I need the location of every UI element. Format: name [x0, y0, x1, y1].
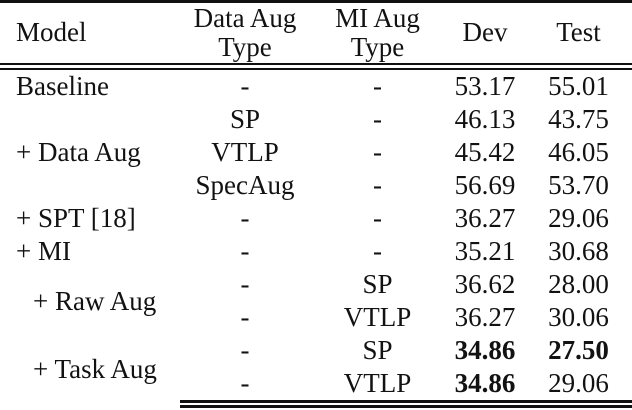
table-row: + Raw Aug - SP 36.62 28.00	[0, 268, 632, 316]
cell-mi-aug: VTLP	[343, 302, 412, 332]
table-row: VTLP - 45.42 46.05	[0, 136, 632, 169]
cell-data-aug: -	[240, 71, 250, 101]
cell-data-aug: -	[240, 203, 250, 233]
cell-dev: 34.86	[454, 335, 516, 365]
table-row: Baseline - - 53.17 55.01	[0, 67, 632, 104]
cell-model: + SPT [18]	[16, 203, 136, 233]
cell-mi-aug: -	[373, 236, 382, 266]
cell-test: 43.75	[548, 104, 609, 134]
cell-dev: 36.27	[454, 203, 516, 233]
header-row: Model Data Aug Type MI Aug Type Dev Test	[0, 1, 632, 70]
cell-dev: 53.17	[454, 71, 516, 101]
header-model: Model	[0, 1, 180, 70]
cell-model-group-raw-aug: + Raw Aug	[33, 285, 157, 316]
table-row: + SPT [18] - - 36.27 29.06	[0, 202, 632, 235]
table-row: + Task Aug - SP 34.86 27.50	[0, 334, 632, 384]
table-header: Model Data Aug Type MI Aug Type Dev Test	[0, 1, 632, 70]
table-row: SpecAug - 56.69 53.70	[0, 169, 632, 202]
cell-dev: 35.21	[454, 236, 516, 266]
cell-test: 29.06	[548, 203, 609, 233]
header-test: Test	[525, 1, 632, 70]
cell-test: 27.50	[548, 335, 609, 365]
header-data-aug-type: Data Aug Type	[180, 1, 310, 70]
cell-data-aug: -	[240, 335, 250, 365]
header-data-aug-line2: Type	[218, 32, 272, 62]
cell-data-aug: -	[240, 236, 250, 266]
cell-test: 55.01	[548, 71, 609, 101]
cell-dev: 56.69	[454, 170, 516, 200]
cell-test: 29.06	[525, 367, 632, 408]
cell-test: 28.00	[548, 269, 609, 299]
cell-data-aug: -	[180, 367, 310, 408]
table-row: - VTLP 34.86 29.06	[0, 367, 632, 408]
cell-dev: 36.62	[454, 269, 516, 299]
cell-test: 30.06	[548, 302, 609, 332]
cell-test: 46.05	[548, 137, 609, 167]
cell-mi-aug: SP	[362, 335, 393, 365]
header-mi-aug-line2: Type	[350, 32, 405, 62]
cell-mi-aug: -	[373, 170, 382, 200]
cell-dev: 36.27	[454, 302, 516, 332]
cell-data-aug: VTLP	[211, 137, 279, 167]
cell-dev: 46.13	[454, 104, 516, 134]
cell-mi-aug: -	[373, 104, 382, 134]
header-data-aug-line1: Data Aug	[193, 2, 297, 33]
cell-data-aug: SP	[229, 104, 261, 134]
cell-mi-aug: -	[373, 137, 382, 167]
cell-data-aug: -	[240, 269, 250, 299]
table-row: + MI - - 35.21 30.68	[0, 235, 632, 268]
cell-mi-aug: VTLP	[310, 367, 445, 408]
table-row: + Data Aug SP - 46.13 43.75	[0, 103, 632, 167]
cell-data-aug: -	[240, 302, 250, 332]
table-body: Baseline - - 53.17 55.01 + Data Aug SP -…	[0, 67, 632, 408]
cell-model-group-data-aug: + Data Aug	[16, 137, 141, 167]
cell-data-aug: SpecAug	[195, 170, 295, 200]
cell-test: 30.68	[548, 236, 609, 266]
header-dev: Dev	[445, 1, 525, 70]
cell-dev: 34.86	[445, 367, 525, 408]
table-row: - VTLP 36.27 30.06	[0, 301, 632, 334]
cell-model-group-task-aug: + Task Aug	[33, 353, 157, 384]
cell-test: 53.70	[548, 170, 609, 200]
cell-model: + MI	[16, 236, 71, 266]
cell-mi-aug: -	[373, 71, 382, 101]
cell-model: Baseline	[16, 71, 109, 101]
cell-mi-aug: SP	[362, 269, 393, 299]
cell-dev: 45.42	[454, 137, 516, 167]
header-mi-aug-type: MI Aug Type	[310, 1, 445, 70]
header-mi-aug-line1: MI Aug	[335, 2, 420, 33]
cell-mi-aug: -	[373, 203, 382, 233]
